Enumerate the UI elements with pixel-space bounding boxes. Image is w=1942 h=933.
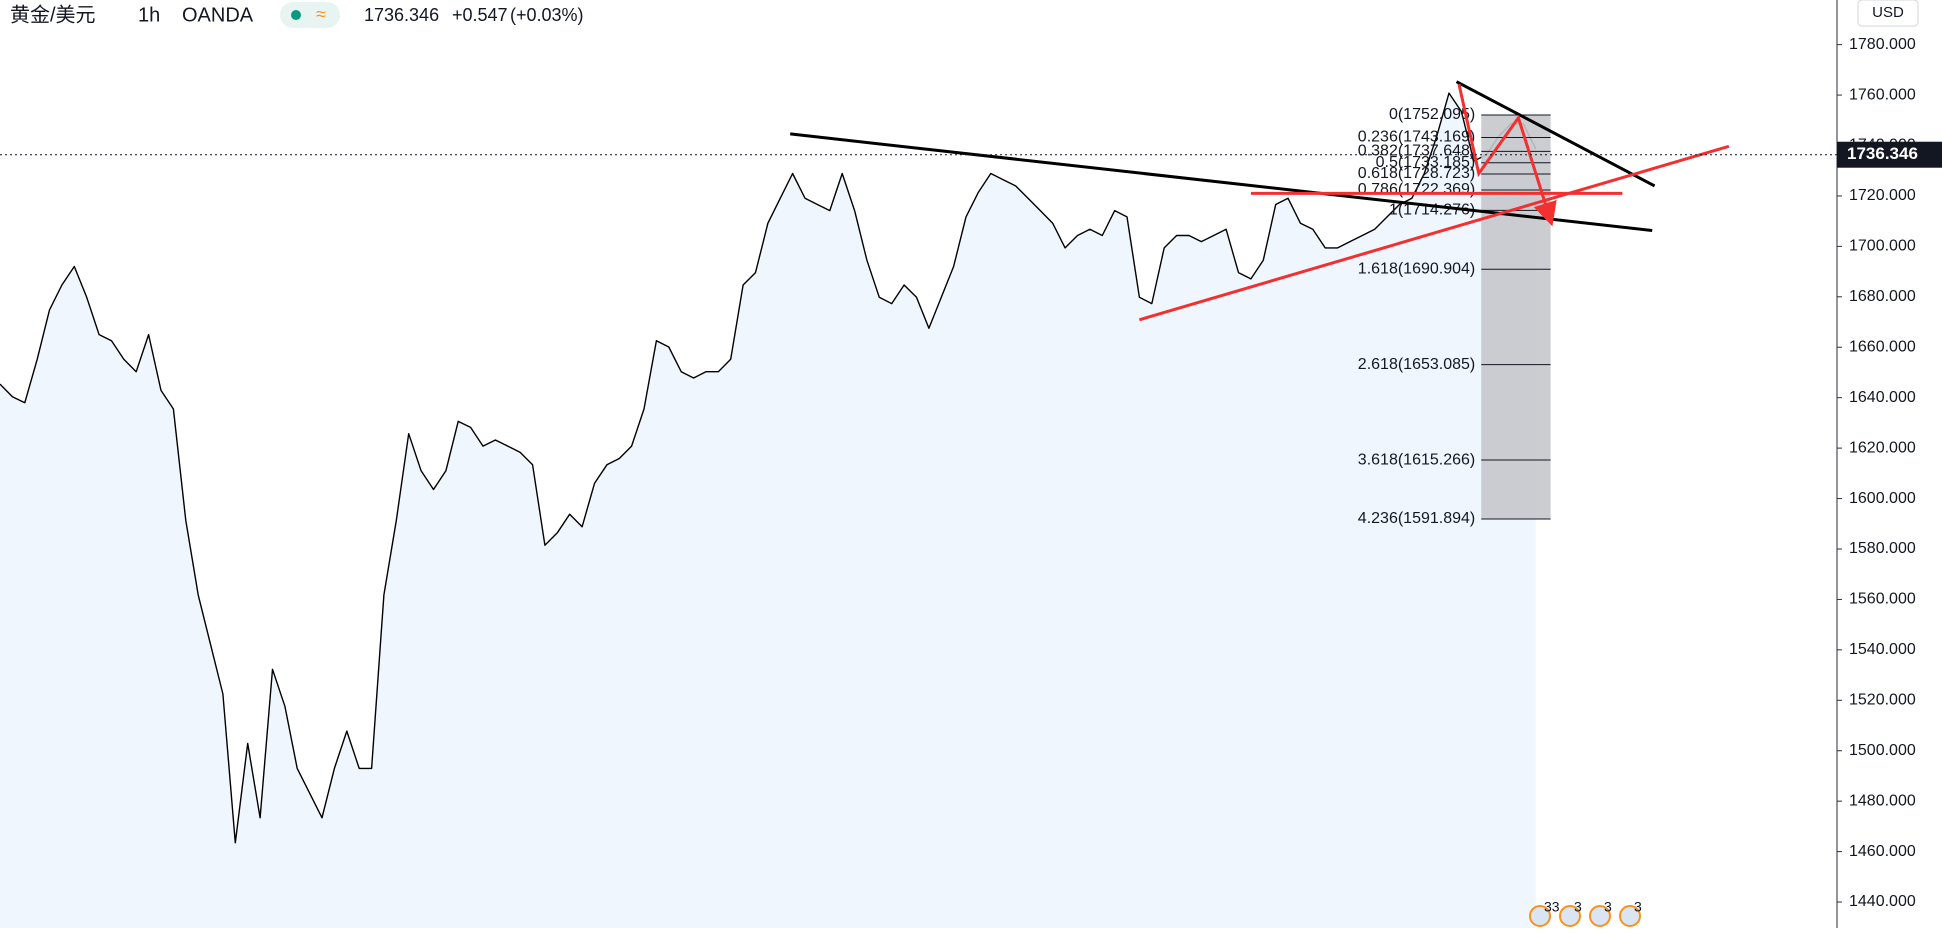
y-tick-label: 1520.000 [1849, 692, 1916, 709]
area [0, 93, 1536, 929]
y-tick-label: 1560.000 [1849, 591, 1916, 608]
fib-label: 4.236(1591.894) [1358, 510, 1475, 527]
y-tick-label: 1640.000 [1849, 389, 1916, 406]
price-line [0, 92, 1537, 844]
y-tick-label: 1540.000 [1849, 641, 1916, 658]
y-tick-label: 1680.000 [1849, 288, 1916, 305]
fib-label: 0.5(1733.185) [1376, 154, 1476, 171]
fib-label: 0.618(1728.723) [1358, 165, 1475, 182]
currency-box[interactable] [1857, 0, 1919, 27]
last-price-tag [1837, 141, 1942, 168]
last-price-label: 1736.346 [1847, 144, 1918, 163]
trendline [1455, 80, 1656, 188]
trendline [1138, 144, 1730, 322]
event-flag [1619, 905, 1641, 927]
event-count: 33 [1544, 899, 1560, 915]
trendline [790, 132, 1653, 232]
fib-label: 1(1714.276) [1389, 202, 1475, 219]
y-tick-label: 1440.000 [1849, 893, 1916, 910]
y-tick-label: 1460.000 [1849, 843, 1916, 860]
status-badge[interactable] [280, 2, 340, 28]
fib-label: 0.382(1737.648) [1358, 143, 1475, 160]
event-count: 3 [1604, 899, 1612, 915]
y-tick-label: 1600.000 [1849, 490, 1916, 507]
trendline [1457, 83, 1557, 227]
status-icon: ≈ [316, 4, 326, 24]
event-count: 3 [1574, 899, 1582, 915]
event-flag [1589, 905, 1611, 927]
y-tick-label: 1580.000 [1849, 540, 1916, 557]
fib-label: 1.618(1690.904) [1358, 261, 1475, 278]
fib-label: 2.618(1653.085) [1358, 356, 1475, 373]
y-tick-label: 1500.000 [1849, 742, 1916, 759]
header: 黄金/美元 1h OANDA ≈ 1736.346 +0.547 (+0.03%… [10, 2, 584, 28]
interval[interactable]: 1h [138, 4, 160, 26]
status-dot [291, 10, 301, 20]
source: OANDA [182, 4, 254, 26]
fib-label: 0.786(1722.369) [1358, 181, 1475, 198]
y-tick-label: 1720.000 [1849, 187, 1916, 204]
change: +0.547 [452, 5, 508, 25]
fib-label: 0.236(1743.169) [1358, 129, 1475, 146]
y-tick-label: 1760.000 [1849, 86, 1916, 103]
y-tick-label: 1660.000 [1849, 338, 1916, 355]
y-tick-label: 1620.000 [1849, 439, 1916, 456]
y-tick-label: 1700.000 [1849, 238, 1916, 255]
y-tick-label: 1780.000 [1849, 36, 1916, 53]
change-pct: (+0.03%) [510, 5, 584, 25]
fib-label: 3.618(1615.266) [1358, 451, 1475, 468]
event-flag [1529, 905, 1551, 927]
currency: USD [1872, 4, 1904, 21]
price: 1736.346 [364, 5, 439, 25]
fib-label: 0(1752.095) [1389, 106, 1475, 123]
fib-zone [1481, 115, 1551, 519]
y-tick-label: 1480.000 [1849, 792, 1916, 809]
event-count: 3 [1634, 899, 1642, 915]
event-flag [1559, 905, 1581, 927]
symbol[interactable]: 黄金/美元 [10, 3, 96, 26]
